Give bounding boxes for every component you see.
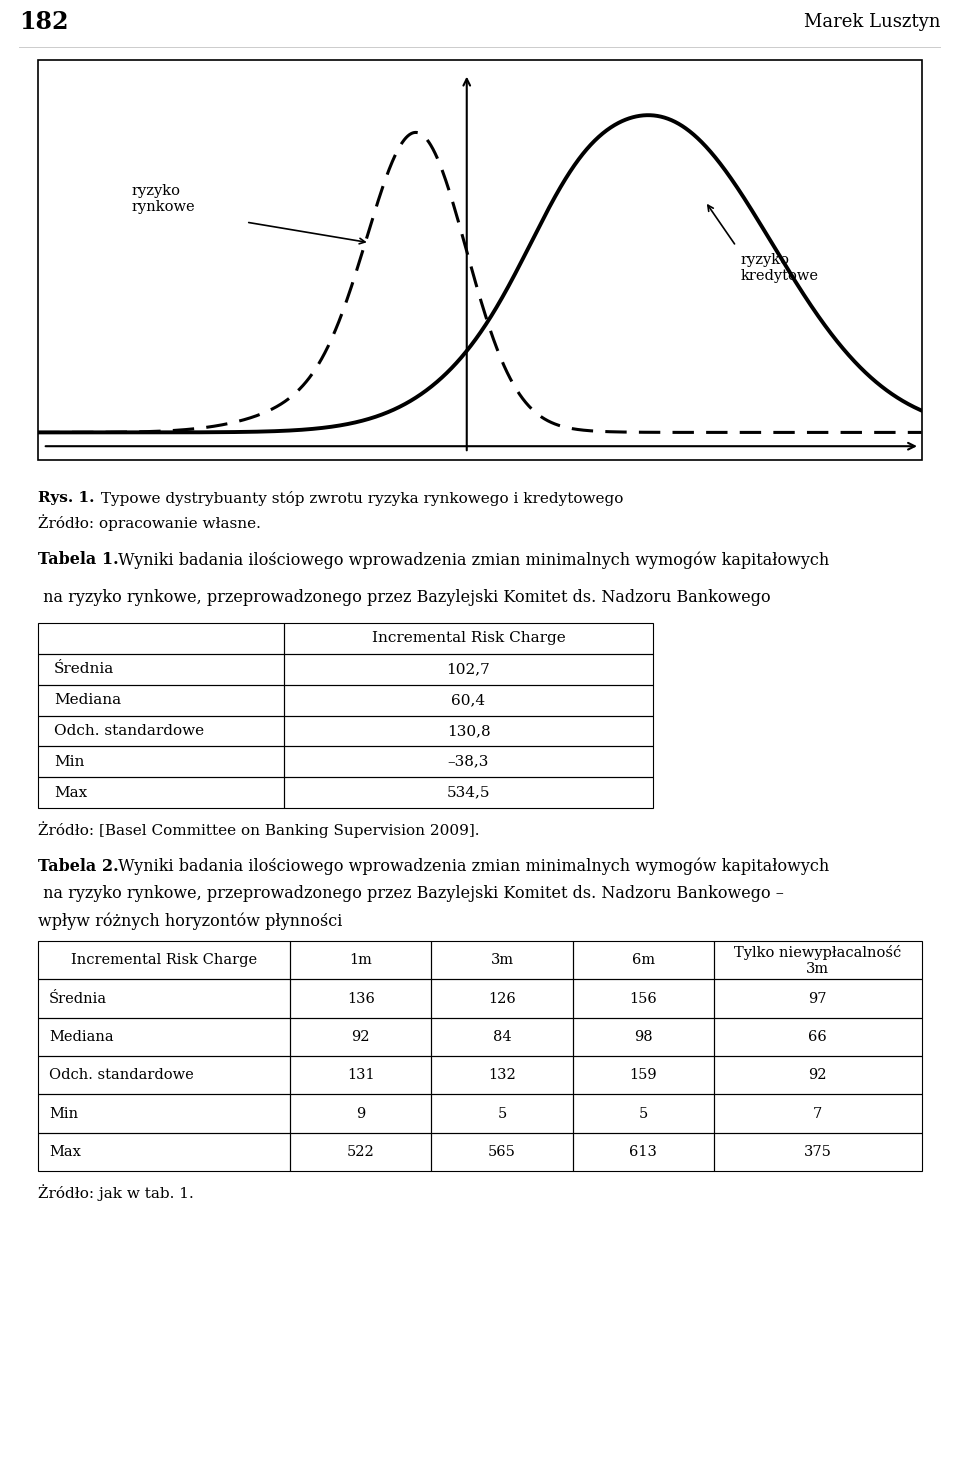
Text: 5: 5 — [638, 1106, 648, 1121]
Bar — [714, 941, 922, 979]
Bar — [38, 777, 284, 808]
Text: 98: 98 — [634, 1030, 653, 1044]
Bar — [290, 1056, 431, 1094]
Text: 84: 84 — [492, 1030, 512, 1044]
Bar — [38, 622, 284, 653]
Bar — [284, 653, 653, 684]
Text: Marek Lusztyn: Marek Lusztyn — [804, 13, 941, 31]
Bar — [431, 1133, 573, 1171]
Bar — [38, 715, 284, 746]
Text: 3m: 3m — [491, 953, 514, 968]
Text: –38,3: –38,3 — [447, 755, 490, 768]
Text: 7: 7 — [813, 1106, 823, 1121]
Text: Wyniki badania ilościowego wprowadzenia zmian minimalnych wymogów kapitałowych: Wyniki badania ilościowego wprowadzenia … — [113, 857, 829, 875]
Text: ryzyko
kredytowe: ryzyko kredytowe — [740, 254, 819, 283]
Bar — [38, 1094, 290, 1133]
Text: Mediana: Mediana — [49, 1030, 113, 1044]
Text: Tylko niewypłacalność
3m: Tylko niewypłacalność 3m — [734, 944, 901, 976]
Bar — [284, 777, 653, 808]
Text: 92: 92 — [808, 1068, 828, 1083]
Text: Odch. standardowe: Odch. standardowe — [49, 1068, 194, 1083]
Bar — [290, 1133, 431, 1171]
Bar — [284, 622, 653, 653]
Bar — [290, 1094, 431, 1133]
Text: 130,8: 130,8 — [446, 724, 491, 738]
Text: Wyniki badania ilościowego wprowadzenia zmian minimalnych wymogów kapitałowych: Wyniki badania ilościowego wprowadzenia … — [113, 552, 829, 569]
Bar — [38, 746, 284, 777]
Bar — [284, 746, 653, 777]
Text: Odch. standardowe: Odch. standardowe — [54, 724, 204, 738]
Text: Żródło: opracowanie własne.: Żródło: opracowanie własne. — [38, 515, 261, 531]
Text: 182: 182 — [19, 10, 69, 34]
Bar — [290, 941, 431, 979]
Bar — [38, 1056, 290, 1094]
Text: na ryzyko rynkowe, przeprowadzonego przez Bazylejski Komitet ds. Nadzoru Bankowe: na ryzyko rynkowe, przeprowadzonego prze… — [38, 885, 784, 901]
Bar — [431, 1018, 573, 1056]
Text: Min: Min — [49, 1106, 78, 1121]
Bar — [714, 1056, 922, 1094]
Bar — [431, 979, 573, 1018]
Bar — [714, 1133, 922, 1171]
Bar — [573, 979, 714, 1018]
Bar — [431, 1056, 573, 1094]
Text: Typowe dystrybuanty stóp zwrotu ryzyka rynkowego i kredytowego: Typowe dystrybuanty stóp zwrotu ryzyka r… — [96, 491, 623, 506]
Bar — [431, 1094, 573, 1133]
Text: 156: 156 — [630, 991, 658, 1006]
Bar — [284, 715, 653, 746]
Text: Mediana: Mediana — [54, 693, 121, 707]
Text: na ryzyko rynkowe, przeprowadzonego przez Bazylejski Komitet ds. Nadzoru Bankowe: na ryzyko rynkowe, przeprowadzonego prze… — [38, 590, 771, 606]
Bar — [38, 1133, 290, 1171]
Text: 522: 522 — [347, 1145, 374, 1159]
Text: 9: 9 — [356, 1106, 366, 1121]
Text: 102,7: 102,7 — [446, 662, 491, 676]
Text: Incremental Risk Charge: Incremental Risk Charge — [372, 631, 565, 646]
Bar — [714, 979, 922, 1018]
Text: 136: 136 — [347, 991, 374, 1006]
Bar — [38, 1018, 290, 1056]
Text: Średnia: Średnia — [49, 991, 108, 1006]
Text: Max: Max — [54, 786, 87, 799]
Text: Min: Min — [54, 755, 84, 768]
Text: Żródło: [Basel Committee on Banking Supervision 2009].: Żródło: [Basel Committee on Banking Supe… — [38, 822, 480, 838]
Text: Rys. 1.: Rys. 1. — [38, 491, 95, 504]
Text: 132: 132 — [489, 1068, 516, 1083]
Text: 375: 375 — [804, 1145, 831, 1159]
Bar — [573, 1056, 714, 1094]
Bar — [573, 1018, 714, 1056]
Bar — [290, 1018, 431, 1056]
Text: ryzyko
rynkowe: ryzyko rynkowe — [132, 184, 195, 214]
Text: Incremental Risk Charge: Incremental Risk Charge — [71, 953, 257, 968]
Text: 159: 159 — [630, 1068, 658, 1083]
Text: 92: 92 — [351, 1030, 370, 1044]
Bar — [431, 941, 573, 979]
Bar — [38, 653, 284, 684]
Bar — [38, 684, 284, 715]
Text: 97: 97 — [808, 991, 828, 1006]
Text: 60,4: 60,4 — [451, 693, 486, 707]
Bar — [573, 941, 714, 979]
Bar — [284, 684, 653, 715]
Bar — [573, 1094, 714, 1133]
Text: 131: 131 — [347, 1068, 374, 1083]
Text: Tabela 2.: Tabela 2. — [38, 857, 119, 875]
Text: 534,5: 534,5 — [446, 786, 491, 799]
Bar — [714, 1018, 922, 1056]
Text: wpływ różnych horyzontów płynności: wpływ różnych horyzontów płynności — [38, 912, 343, 929]
Text: 126: 126 — [489, 991, 516, 1006]
Text: 565: 565 — [488, 1145, 516, 1159]
Bar — [714, 1094, 922, 1133]
Bar — [290, 979, 431, 1018]
Text: 5: 5 — [497, 1106, 507, 1121]
Text: Żródło: jak w tab. 1.: Żródło: jak w tab. 1. — [38, 1184, 194, 1202]
Text: 66: 66 — [808, 1030, 828, 1044]
Bar — [38, 979, 290, 1018]
Text: 1m: 1m — [349, 953, 372, 968]
Text: Max: Max — [49, 1145, 81, 1159]
Text: Tabela 1.: Tabela 1. — [38, 552, 119, 568]
Text: 613: 613 — [630, 1145, 658, 1159]
Text: 6m: 6m — [632, 953, 655, 968]
Bar — [573, 1133, 714, 1171]
Bar — [38, 941, 290, 979]
Text: Średnia: Średnia — [54, 662, 114, 676]
